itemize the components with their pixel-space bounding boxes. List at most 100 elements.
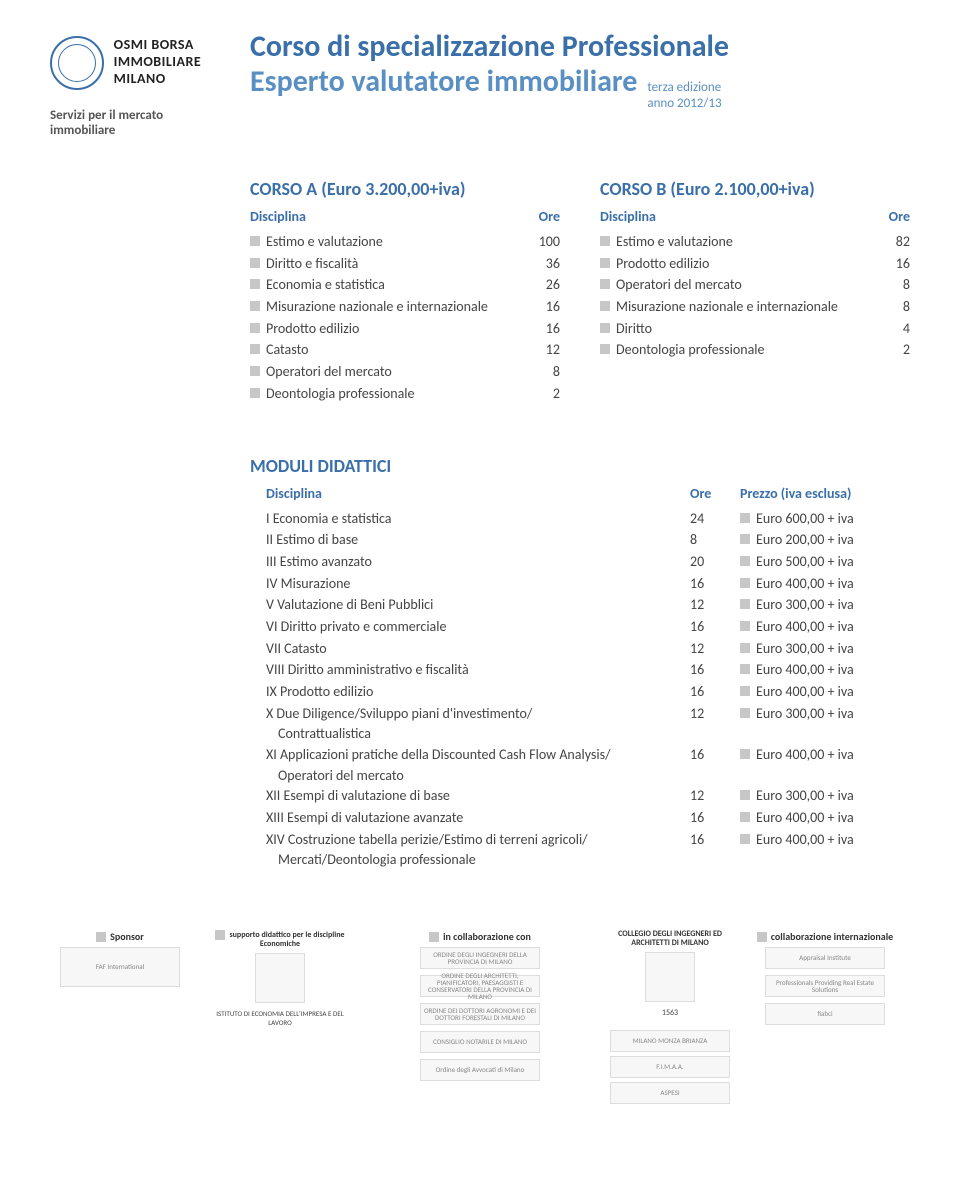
partner-logo: F.I.M.A.A. xyxy=(610,1056,730,1078)
logo-line2: IMMOBILIARE xyxy=(114,53,202,70)
partner-logo: Professionals Providing Real Estate Solu… xyxy=(765,975,885,997)
sponsor-label: Sponsor xyxy=(110,930,144,943)
bullet-icon xyxy=(600,258,610,268)
modules-head-disciplina: Disciplina xyxy=(250,485,690,502)
module-hours: 12 xyxy=(690,594,740,616)
course-a-title: CORSO A (Euro 3.200,00+iva) xyxy=(250,178,560,200)
modules-section: MODULI DIDATTICI Disciplina Ore Prezzo (… xyxy=(250,455,910,870)
discipline-hours: 8 xyxy=(526,361,560,383)
title-block: Corso di specializzazione Professionale … xyxy=(250,30,910,138)
module-hours: 16 xyxy=(690,681,740,703)
module-name: XI Applicazioni pratiche della Discounte… xyxy=(266,744,690,766)
module-price: Euro 400,00 + iva xyxy=(756,807,910,829)
discipline-name: Diritto e fiscalità xyxy=(266,253,526,275)
module-name: III Estimo avanzato xyxy=(266,551,690,573)
module-name: VIII Diritto amministrativo e fiscalità xyxy=(266,659,690,681)
discipline-hours: 8 xyxy=(876,296,910,318)
bullet-icon xyxy=(600,236,610,246)
module-price: Euro 500,00 + iva xyxy=(756,551,910,573)
bullet-icon xyxy=(740,790,750,800)
modules-head-ore: Ore xyxy=(690,485,740,502)
modules-head-price: Prezzo (iva esclusa) xyxy=(740,485,910,502)
collegio-label: COLLEGIO DEGLI INGEGNERI ED ARCHITETTI D… xyxy=(618,929,722,948)
module-price: Euro 600,00 + iva xyxy=(756,508,910,530)
module-sub: Contrattualistica xyxy=(250,724,910,744)
partner-logo: Appraisal Institute xyxy=(765,947,885,969)
module-hours: 16 xyxy=(690,829,740,851)
partner-logo: MILANO MONZA BRIANZA xyxy=(610,1030,730,1052)
module-hours: 24 xyxy=(690,508,740,530)
discipline-row: Diritto e fiscalità36 xyxy=(250,253,560,275)
module-price: Euro 200,00 + iva xyxy=(756,529,910,551)
module-price: Euro 300,00 + iva xyxy=(756,703,910,725)
discipline-row: Deontologia professionale2 xyxy=(250,383,560,405)
bullet-icon xyxy=(600,279,610,289)
partner-logo: fiabci xyxy=(765,1003,885,1025)
partner-logo: ASPESI xyxy=(610,1082,730,1104)
module-name: IV Misurazione xyxy=(266,573,690,595)
bullet-icon xyxy=(740,708,750,718)
bullet-icon xyxy=(740,686,750,696)
courses-section: CORSO A (Euro 3.200,00+iva) Disciplina O… xyxy=(250,178,910,405)
bullet-icon xyxy=(740,834,750,844)
module-price: Euro 400,00 + iva xyxy=(756,829,910,851)
discipline-hours: 2 xyxy=(526,383,560,405)
intl-label: collaborazione internazionale xyxy=(771,930,893,943)
bullet-icon xyxy=(96,932,106,942)
module-row: V Valutazione di Beni Pubblici12Euro 300… xyxy=(250,594,910,616)
logo-line1: OSMI BORSA xyxy=(114,36,202,53)
bullet-icon xyxy=(740,621,750,631)
discipline-name: Deontologia professionale xyxy=(616,339,876,361)
bullet-icon xyxy=(740,812,750,822)
partner-logo: ORDINE DEGLI ARCHITETTI, PIANIFICATORI, … xyxy=(420,975,540,997)
sponsor-logo: FAF International xyxy=(60,947,180,987)
discipline-hours: 16 xyxy=(876,253,910,275)
module-price: Euro 400,00 + iva xyxy=(756,681,910,703)
collab-label: in collaborazione con xyxy=(443,930,531,943)
footer-didactic: supporto didattico per le discipline Eco… xyxy=(210,930,350,1027)
module-row: XII Esempi di valutazione di base12Euro … xyxy=(250,785,910,807)
module-hours: 20 xyxy=(690,551,740,573)
modules-title: MODULI DIDATTICI xyxy=(250,455,910,477)
module-row: IX Prodotto edilizio16Euro 400,00 + iva xyxy=(250,681,910,703)
module-name: II Estimo di base xyxy=(266,529,690,551)
module-row: III Estimo avanzato20 Euro 500,00 + iva xyxy=(250,551,910,573)
collegio-logo xyxy=(645,952,695,1002)
header: OSMI BORSA IMMOBILIARE MILANO Servizi pe… xyxy=(50,30,910,138)
bullet-icon xyxy=(740,534,750,544)
module-price: Euro 300,00 + iva xyxy=(756,594,910,616)
module-row: VII Catasto12Euro 300,00 + iva xyxy=(250,638,910,660)
collegio-year: 1563 xyxy=(662,1008,678,1018)
module-hours: 16 xyxy=(690,573,740,595)
discipline-row: Estimo e valutazione100 xyxy=(250,231,560,253)
edition-line2: anno 2012/13 xyxy=(647,96,721,112)
discipline-hours: 82 xyxy=(876,231,910,253)
discipline-name: Catasto xyxy=(266,339,526,361)
course-a-rows: Estimo e valutazione100Diritto e fiscali… xyxy=(250,231,560,405)
bullet-icon xyxy=(429,932,439,942)
discipline-row: Misurazione nazionale e internazionale8 xyxy=(600,296,910,318)
course-a-head-disciplina: Disciplina xyxy=(250,208,526,225)
bullet-icon xyxy=(250,344,260,354)
discipline-hours: 4 xyxy=(876,318,910,340)
discipline-hours: 36 xyxy=(526,253,560,275)
module-price: Euro 300,00 + iva xyxy=(756,785,910,807)
module-price: Euro 400,00 + iva xyxy=(756,573,910,595)
footer-collab: in collaborazione con ORDINE DEGLI INGEG… xyxy=(370,930,590,1081)
module-hours: 12 xyxy=(690,638,740,660)
logo-block: OSMI BORSA IMMOBILIARE MILANO Servizi pe… xyxy=(50,30,220,138)
bullet-icon xyxy=(757,932,767,942)
footer-sponsor: Sponsor FAF International xyxy=(50,930,190,987)
bullet-icon xyxy=(740,556,750,566)
course-b-head-disciplina: Disciplina xyxy=(600,208,876,225)
discipline-hours: 8 xyxy=(876,274,910,296)
module-row: X Due Diligence/Sviluppo piani d'investi… xyxy=(250,703,910,725)
bullet-icon xyxy=(600,301,610,311)
module-name: XII Esempi di valutazione di base xyxy=(266,785,690,807)
discipline-hours: 100 xyxy=(526,231,560,253)
discipline-row: Prodotto edilizio16 xyxy=(600,253,910,275)
module-name: VII Catasto xyxy=(266,638,690,660)
course-title-line1: Corso di specializzazione Professionale xyxy=(250,30,910,63)
course-b-head-ore: Ore xyxy=(876,208,910,225)
discipline-row: Misurazione nazionale e internazionale16 xyxy=(250,296,560,318)
